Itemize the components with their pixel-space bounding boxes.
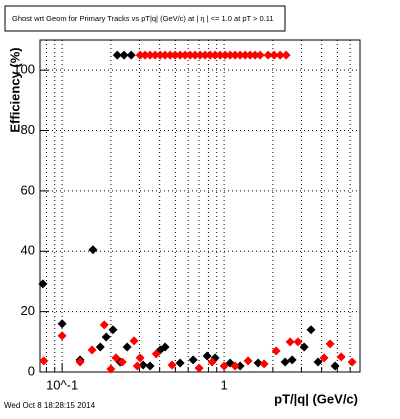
data-point [325, 339, 335, 349]
data-point [243, 356, 253, 366]
data-point [101, 332, 111, 342]
data-point [210, 50, 220, 60]
data-point [75, 357, 85, 367]
data-point [135, 50, 145, 60]
data-point [165, 50, 175, 60]
data-point [138, 360, 148, 370]
data-point [140, 50, 150, 60]
data-point [259, 359, 269, 369]
data-point [119, 50, 129, 60]
data-point [200, 50, 210, 60]
data-point [39, 356, 49, 366]
data-point [225, 50, 235, 60]
data-point [112, 50, 122, 60]
data-point [250, 50, 260, 60]
data-point [280, 357, 290, 367]
data-point [235, 50, 245, 60]
data-point [271, 346, 281, 356]
data-point [132, 361, 142, 371]
data-point [175, 50, 185, 60]
data-point [190, 50, 200, 60]
data-point [336, 352, 346, 362]
data-point [202, 351, 212, 361]
data-point [263, 50, 273, 60]
data-point [215, 50, 225, 60]
data-point [245, 50, 255, 60]
data-point [230, 361, 240, 371]
data-point [126, 50, 136, 60]
data-point [255, 50, 265, 60]
data-point [235, 361, 245, 371]
data-point [188, 355, 198, 365]
data-point [88, 245, 98, 255]
data-point [313, 357, 323, 367]
data-point [160, 50, 170, 60]
data-point [129, 336, 139, 346]
data-point [122, 342, 132, 352]
data-point [347, 357, 357, 367]
data-point [38, 279, 48, 289]
data-point [160, 342, 170, 352]
data-point [87, 345, 97, 355]
y-tick-label: 40 [21, 243, 35, 258]
data-point [111, 353, 121, 363]
data-point [150, 50, 160, 60]
data-point [108, 325, 118, 335]
data-point [155, 50, 165, 60]
data-point [99, 320, 109, 330]
data-point [57, 331, 67, 341]
data-point [240, 50, 250, 60]
data-point [253, 358, 263, 368]
data-point [299, 342, 309, 352]
data-point [293, 337, 303, 347]
title-box [4, 5, 286, 32]
data-point [175, 358, 185, 368]
y-tick-label: 80 [21, 122, 35, 137]
data-point [205, 50, 215, 60]
data-point [275, 50, 285, 60]
data-point [230, 50, 240, 60]
data-point [194, 363, 204, 373]
chart-title: Ghost wrt Geom for Primary Tracks vs pT|… [12, 14, 274, 23]
data-point [269, 50, 279, 60]
data-point [180, 50, 190, 60]
data-point [145, 50, 155, 60]
data-point [106, 364, 116, 374]
y-tick-label: 0 [28, 363, 35, 378]
footer-date: Wed Oct 8 18:28:15 2014 [4, 401, 96, 410]
data-point [195, 50, 205, 60]
data-point [135, 353, 145, 363]
data-point [57, 319, 67, 329]
y-tick-label: 20 [21, 303, 35, 318]
plot-frame [39, 39, 361, 373]
data-point [319, 353, 329, 363]
data-point [306, 325, 316, 335]
data-point [281, 50, 291, 60]
data-point [207, 357, 217, 367]
y-tick-label: 100 [13, 62, 35, 77]
data-point [330, 361, 340, 371]
y-tick-label: 60 [21, 182, 35, 197]
data-point [145, 361, 155, 371]
data-point [185, 50, 195, 60]
data-point [287, 355, 297, 365]
data-point [167, 360, 177, 370]
y-axis-label: Efficiency (%) [7, 47, 22, 132]
data-point [220, 50, 230, 60]
x-axis-label: pT/|q| (GeV/c) [274, 391, 358, 406]
data-point [117, 357, 127, 367]
x-tick-label: 1 [221, 377, 228, 392]
data-point [170, 50, 180, 60]
data-point [151, 349, 161, 359]
data-point [285, 337, 295, 347]
x-tick-label: 10^-1 [46, 377, 78, 392]
data-point [95, 342, 105, 352]
data-point [219, 361, 229, 371]
